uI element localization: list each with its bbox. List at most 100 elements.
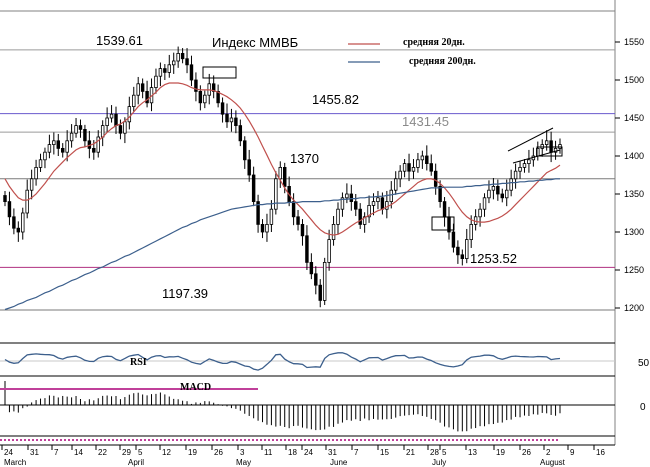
x-day-label: 3	[240, 448, 245, 457]
x-axis: 24 31 7 14 22 29 5 12 19 26 3 11 18 24 31 7 15 21 28 5 13 19 2…	[0, 444, 615, 467]
candle-body	[305, 235, 309, 263]
ma200-line	[4, 178, 560, 311]
x-month-label: May	[236, 458, 251, 467]
candle-body	[482, 197, 487, 210]
x-month-labels: March April May June July August	[4, 458, 566, 467]
level-label-1455: 1455.82	[312, 92, 359, 107]
candle-body	[411, 166, 416, 172]
candle-body	[345, 193, 349, 199]
level-label-1370: 1370	[290, 151, 319, 166]
x-day-label: 13	[468, 448, 477, 457]
candle-body	[154, 75, 158, 88]
candle-body	[362, 216, 367, 225]
y-tick-label: 1400	[624, 151, 644, 161]
y-tick-label: 1300	[624, 227, 644, 237]
x-day-label: 15	[380, 448, 389, 457]
candle-body	[83, 128, 87, 142]
x-day-labels: 24 31 7 14 22 29 5 12 19 26 3 11 18 24 31 7 15 21 28 5 13 19 2…	[1, 445, 605, 457]
candle-body	[114, 113, 118, 126]
x-day-label: 28	[430, 448, 439, 457]
candle-body	[380, 197, 385, 210]
candle-body	[211, 83, 216, 92]
candle-body	[278, 166, 283, 180]
candle-body	[371, 201, 376, 206]
annotation-box-april	[202, 66, 237, 79]
candle-body	[167, 64, 172, 73]
candle-body	[469, 223, 473, 240]
x-day-label: 5	[138, 448, 143, 457]
candle-body	[376, 197, 380, 203]
x-day-label: 7	[54, 448, 59, 457]
x-day-label: 19	[496, 448, 505, 457]
x-day-label: 31	[30, 448, 39, 457]
level-label-1539: 1539.61	[96, 33, 143, 48]
candle-body	[442, 201, 447, 218]
candle-body	[518, 166, 522, 172]
candle-body	[189, 64, 194, 81]
x-day-label: 24	[304, 448, 313, 457]
candle-body	[96, 136, 100, 153]
candle-body	[7, 201, 12, 218]
candle-body	[176, 53, 180, 62]
candle-body	[349, 193, 354, 202]
candle-body	[513, 170, 518, 180]
candle-body	[158, 68, 163, 77]
candle-body	[56, 140, 61, 149]
candle-body	[247, 159, 251, 176]
candle-body	[12, 216, 16, 229]
candle-body	[527, 159, 531, 165]
candle-body	[43, 151, 47, 161]
x-day-label: 11	[264, 448, 273, 457]
candle-body	[65, 140, 69, 153]
candle-body	[21, 212, 25, 233]
legend-label-ma200: средняя 200дн.	[409, 56, 476, 67]
candle-body	[74, 125, 78, 134]
candle-body	[367, 204, 371, 218]
candle-body	[269, 208, 274, 225]
candle-body	[34, 166, 38, 180]
candle-body	[309, 261, 314, 275]
level-label-1197: 1197.39	[162, 286, 208, 301]
candle-body	[425, 155, 429, 164]
candle-body	[52, 140, 56, 146]
candle-body	[78, 125, 83, 130]
candle-body	[127, 106, 132, 123]
candle-body	[327, 239, 331, 263]
candle-body	[416, 159, 420, 168]
candle-body	[318, 284, 322, 301]
candle-body	[234, 117, 238, 126]
candle-body	[216, 91, 220, 104]
x-day-label: 2	[546, 448, 551, 457]
macd-histogram	[4, 381, 561, 432]
macd-panel: MACD 0	[0, 381, 646, 441]
candle-body	[243, 140, 247, 161]
price-panel: 1200 1250 1300 1350 1400 1450 1500 1550 1539.61…	[0, 0, 644, 445]
candle-body	[429, 163, 433, 172]
macd-label: MACD	[180, 382, 211, 393]
x-day-label: 5	[442, 448, 447, 457]
candle-body	[331, 223, 336, 240]
candle-body	[171, 60, 176, 66]
x-month-label: July	[432, 458, 446, 467]
x-day-label: 21	[406, 448, 415, 457]
candle-body	[220, 102, 225, 115]
channel-line-lower	[512, 149, 561, 164]
candle-body	[229, 117, 234, 123]
candle-body	[123, 121, 127, 134]
candle-body	[198, 91, 203, 104]
candle-body	[29, 178, 34, 191]
candle-body	[300, 223, 305, 237]
candle-body	[544, 140, 549, 146]
candle-body	[260, 223, 265, 233]
candle-body	[251, 174, 256, 203]
candle-body	[438, 185, 442, 202]
x-day-label: 12	[162, 448, 171, 457]
candle-body	[282, 166, 287, 187]
x-day-label: 19	[188, 448, 197, 457]
x-day-label: 18	[288, 448, 297, 457]
candle-body	[256, 201, 260, 225]
candle-body	[456, 246, 460, 256]
rsi-panel: RSI 50	[0, 342, 650, 377]
x-day-label: 29	[122, 448, 131, 457]
